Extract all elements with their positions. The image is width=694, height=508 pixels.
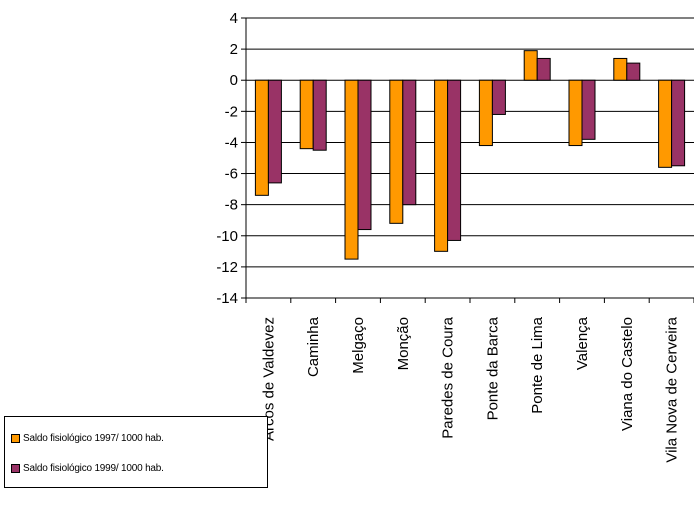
bar-1999-1: [312, 79, 327, 151]
y-tick-labels: 4 2 0 -2 -4 -6 -8 -10 -12 -14: [216, 10, 238, 307]
bar-1999-3: [402, 79, 417, 206]
bar-1997-3: [389, 79, 404, 224]
bar-1997-4: [434, 79, 449, 252]
bar-1999-4: [447, 79, 462, 241]
bar-1997-6: [523, 50, 538, 81]
legend-label-1999: Saldo fisiológico 1999/ 1000 hab.: [23, 462, 164, 474]
y-tick-label-3: -2: [225, 103, 238, 120]
bars: [254, 50, 686, 260]
x-category-label-4: Paredes de Coura: [440, 316, 457, 438]
x-category-label-8: Viana do Castelo: [619, 317, 636, 431]
x-category-label-3: Monção: [395, 317, 412, 370]
bar-1999-2: [357, 79, 372, 231]
legend-swatch-1997: [11, 433, 20, 443]
bar-1999-9: [671, 79, 686, 167]
x-category-label-2: Melgaço: [350, 317, 367, 374]
bar-1999-5: [491, 79, 506, 115]
legend-swatch-1999: [11, 463, 20, 473]
x-category-label-7: Valença: [574, 316, 591, 370]
bar-1999-8: [626, 62, 641, 81]
y-tick-label-4: -4: [225, 134, 238, 151]
bar-1997-8: [613, 57, 628, 81]
bar-1997-9: [658, 79, 673, 168]
y-tick-label-6: -8: [225, 197, 238, 214]
x-category-labels: Arcos de Valdevez Caminha Melgaço Monção Par…: [260, 316, 680, 462]
bar-1997-5: [478, 79, 493, 147]
y-tick-label-2: 0: [230, 72, 238, 89]
bar-1997-1: [299, 79, 314, 150]
bar-1997-7: [568, 79, 583, 147]
legend: Saldo fisiológico 1997/ 1000 hab. Saldo …: [4, 416, 268, 488]
bar-1999-7: [581, 79, 596, 140]
x-category-label-9: Vila Nova de Cerveira: [664, 316, 681, 462]
x-category-label-6: Ponte de Lima: [529, 316, 546, 413]
y-tick-label-5: -6: [225, 166, 238, 183]
bar-1999-6: [536, 57, 551, 81]
legend-label-1997: Saldo fisiológico 1997/ 1000 hab.: [23, 432, 164, 444]
axes: [241, 17, 694, 303]
y-tick-label-8: -12: [216, 259, 238, 276]
legend-item-1997: Saldo fisiológico 1997/ 1000 hab.: [11, 431, 164, 445]
y-tick-label-1: 2: [230, 41, 238, 58]
y-tick-label-9: -14: [216, 290, 238, 307]
x-category-label-0: Arcos de Valdevez: [260, 317, 277, 441]
y-tick-label-7: -10: [216, 228, 238, 245]
x-category-label-1: Caminha: [305, 316, 322, 377]
y-tick-label-0: 4: [230, 10, 238, 27]
bar-1999-0: [267, 79, 282, 184]
bar-1997-2: [344, 79, 359, 260]
legend-item-1999: Saldo fisiológico 1999/ 1000 hab.: [11, 461, 164, 475]
bar-1997-0: [254, 79, 269, 196]
x-category-label-5: Ponte da Barca: [484, 316, 501, 420]
